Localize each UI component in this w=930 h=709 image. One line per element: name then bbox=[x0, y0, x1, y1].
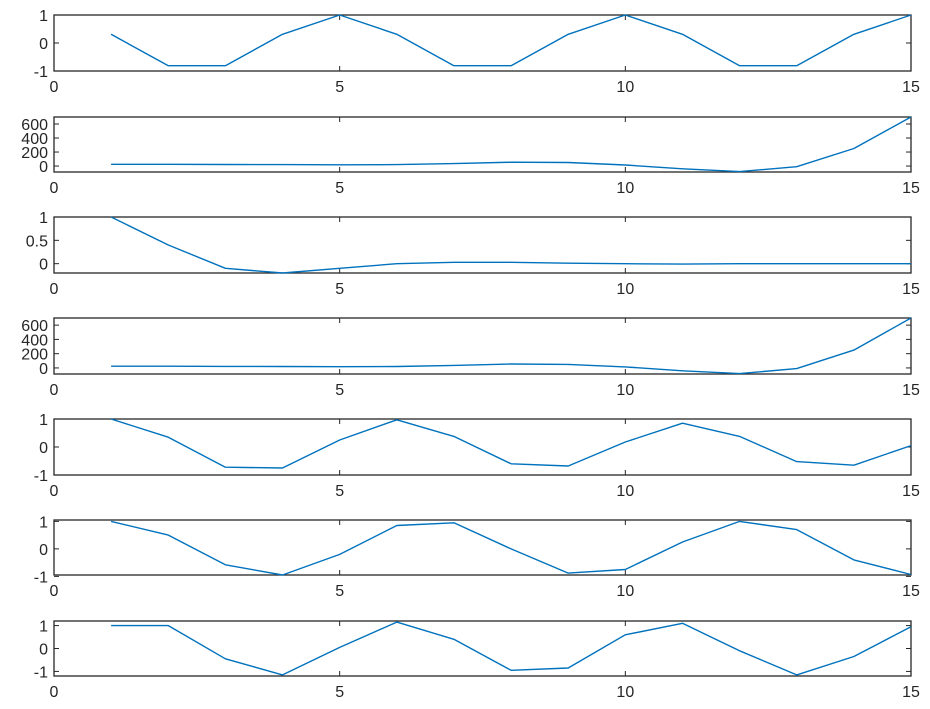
x-tick-label: 10 bbox=[616, 180, 634, 197]
x-tick-label: 10 bbox=[616, 382, 634, 399]
y-tick-label: 0 bbox=[39, 159, 48, 176]
series-line bbox=[111, 116, 912, 173]
x-tick-label: 15 bbox=[902, 180, 920, 197]
y-tick-label: 1 bbox=[39, 210, 48, 227]
x-tick-label: 0 bbox=[50, 382, 59, 399]
x-tick-label: 5 bbox=[335, 684, 344, 701]
x-tick-label: 10 bbox=[616, 684, 634, 701]
x-tick-label: 5 bbox=[335, 583, 344, 600]
y-tick-label: 200 bbox=[21, 145, 48, 162]
series-line bbox=[110, 216, 911, 274]
x-tick-label: 0 bbox=[50, 79, 59, 96]
series-line bbox=[110, 520, 912, 576]
x-tick-label: 0 bbox=[50, 180, 59, 197]
y-tick-label: -1 bbox=[34, 664, 48, 681]
x-tick-label: 10 bbox=[616, 583, 634, 600]
y-tick-label: 600 bbox=[21, 117, 48, 134]
y-tick-label: 400 bbox=[21, 332, 48, 349]
y-tick-label: 0 bbox=[39, 257, 48, 274]
x-tick-label: 15 bbox=[902, 79, 920, 96]
x-tick-label: 10 bbox=[616, 483, 634, 500]
x-tick-label: 0 bbox=[50, 281, 59, 298]
x-tick-label: 0 bbox=[50, 483, 59, 500]
axes-frame bbox=[53, 620, 912, 677]
subplot-7: 0 5 10 15-101 bbox=[34, 619, 920, 701]
y-tick-label: 200 bbox=[21, 347, 48, 364]
x-tick-label: 10 bbox=[616, 79, 634, 96]
x-tick-label: 15 bbox=[902, 281, 920, 298]
x-tick-label: 5 bbox=[335, 79, 344, 96]
x-tick-label: 10 bbox=[616, 281, 634, 298]
y-tick-label: 600 bbox=[21, 318, 48, 335]
y-tick-label: 1 bbox=[39, 412, 48, 429]
y-tick-label: -1 bbox=[34, 468, 48, 485]
x-tick-label: 0 bbox=[50, 583, 59, 600]
y-tick-label: 1 bbox=[39, 8, 48, 25]
x-tick-label: 15 bbox=[902, 382, 920, 399]
x-tick-label: 5 bbox=[335, 483, 344, 500]
y-tick-label: -1 bbox=[34, 569, 48, 586]
x-tick-label: 15 bbox=[902, 483, 920, 500]
x-tick-label: 15 bbox=[902, 583, 920, 600]
y-tick-label: -1 bbox=[34, 64, 48, 81]
y-tick-label: 0 bbox=[39, 542, 48, 559]
series-line bbox=[110, 418, 912, 469]
y-tick-label: 0 bbox=[39, 642, 48, 659]
y-tick-label: 0 bbox=[39, 440, 48, 457]
subplot-6: 0 5 10 15-101 bbox=[34, 514, 920, 600]
subplot-5: 0 5 10 15-101 bbox=[34, 412, 920, 500]
axes-frame bbox=[53, 418, 912, 476]
x-tick-label: 5 bbox=[335, 382, 344, 399]
y-tick-label: 0 bbox=[39, 361, 48, 378]
series-line bbox=[111, 317, 912, 375]
y-tick-label: 1 bbox=[39, 514, 48, 531]
x-tick-label: 0 bbox=[50, 684, 59, 701]
x-tick-label: 5 bbox=[335, 180, 344, 197]
y-tick-label: 400 bbox=[21, 131, 48, 148]
subplot-3: 0 5 10 15 0 0.5 1 bbox=[26, 210, 920, 298]
subplot-1: 0 5 10 15-101 bbox=[34, 8, 920, 96]
series-line bbox=[111, 621, 912, 676]
axes-frame bbox=[53, 216, 912, 274]
series-line bbox=[110, 14, 912, 67]
y-tick-label: 0 bbox=[39, 36, 48, 53]
axes-frame bbox=[53, 519, 912, 576]
x-tick-label: 5 bbox=[335, 281, 344, 298]
x-tick-label: 15 bbox=[902, 684, 920, 701]
axes-frame bbox=[53, 14, 912, 72]
y-tick-label: 0.5 bbox=[26, 233, 48, 250]
y-tick-label: 1 bbox=[39, 619, 48, 636]
